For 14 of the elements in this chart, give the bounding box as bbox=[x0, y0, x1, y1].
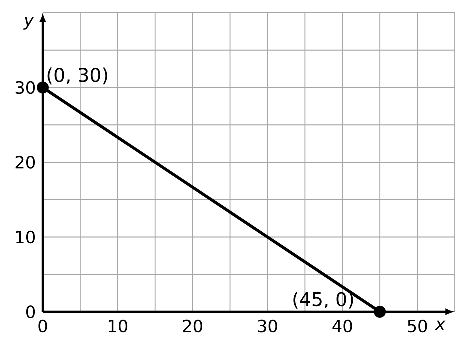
annotation: (45, 0) bbox=[294, 292, 354, 309]
y-tick-label: 0 bbox=[26, 306, 36, 318]
annotation: (0, 30) bbox=[48, 68, 108, 85]
y-tick-label: 20 bbox=[16, 156, 36, 169]
y-axis-title: y bbox=[24, 17, 34, 30]
x-tick-label: 0 bbox=[38, 320, 48, 333]
x-axis-title: x bbox=[435, 320, 446, 330]
x-tick-label: 50 bbox=[408, 320, 428, 333]
x-tick-label: 30 bbox=[258, 320, 278, 333]
x-tick-label: 40 bbox=[332, 320, 352, 333]
y-tick-label: 30 bbox=[16, 81, 36, 94]
y-tick-label: 10 bbox=[16, 230, 36, 244]
x-tick-label: 10 bbox=[108, 320, 128, 333]
x-tick-label: 20 bbox=[183, 320, 202, 333]
